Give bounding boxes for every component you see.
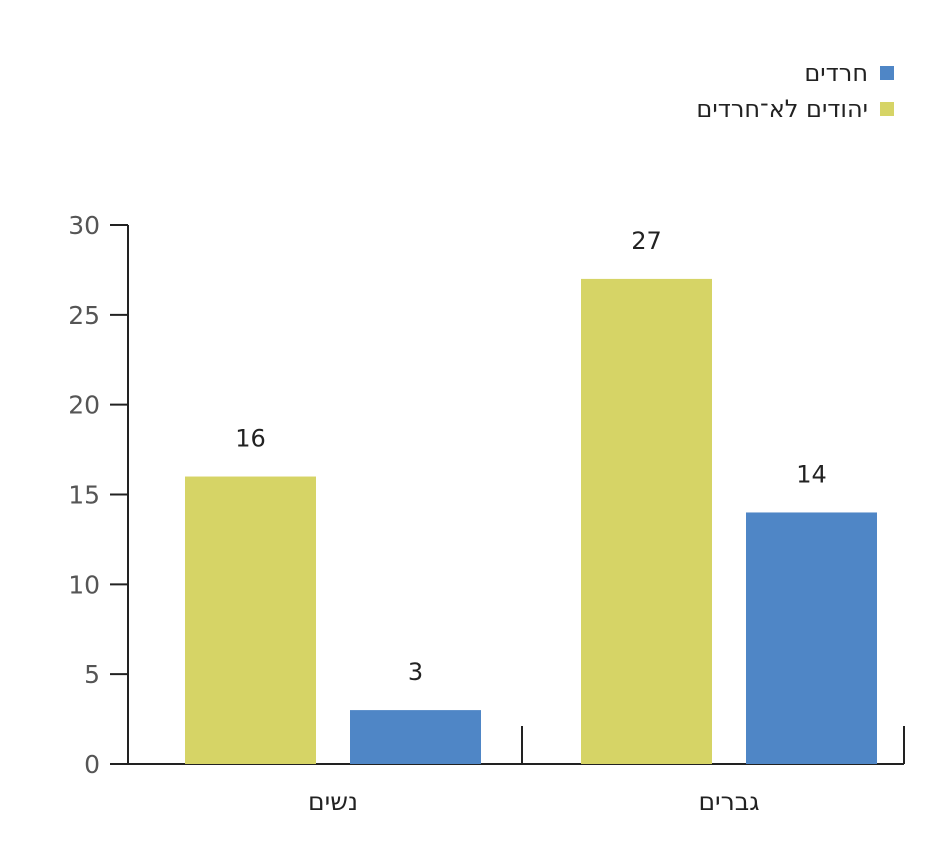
x-tick-label: נשים (308, 787, 358, 816)
y-tick-label: 20 (68, 391, 100, 420)
y-tick-label: 30 (68, 211, 100, 240)
y-tick-label: 15 (68, 481, 100, 510)
y-tick-label: 10 (68, 570, 100, 599)
y-tick-label: 0 (84, 750, 100, 779)
chart-legend: חרדים יהודים לא־חרדים (696, 58, 894, 130)
legend-label-haredim: חרדים (804, 59, 868, 87)
y-tick-label: 5 (84, 660, 100, 689)
bar (185, 476, 316, 764)
bar (581, 278, 712, 764)
data-label: 3 (408, 658, 423, 686)
data-label: 16 (235, 425, 266, 453)
legend-swatch-non-haredi-jews (880, 102, 894, 116)
legend-item-non-haredi-jews: יהודים לא־חרדים (696, 94, 894, 124)
legend-item-haredim: חרדים (696, 58, 894, 88)
legend-swatch-haredim (880, 66, 894, 80)
legend-label-non-haredi-jews: יהודים לא־חרדים (696, 95, 868, 123)
data-label: 14 (796, 460, 827, 488)
x-tick-label: גברים (698, 787, 759, 816)
y-tick-label: 25 (68, 301, 100, 330)
data-label: 27 (631, 227, 662, 255)
bar (350, 710, 481, 764)
bar (746, 512, 877, 764)
